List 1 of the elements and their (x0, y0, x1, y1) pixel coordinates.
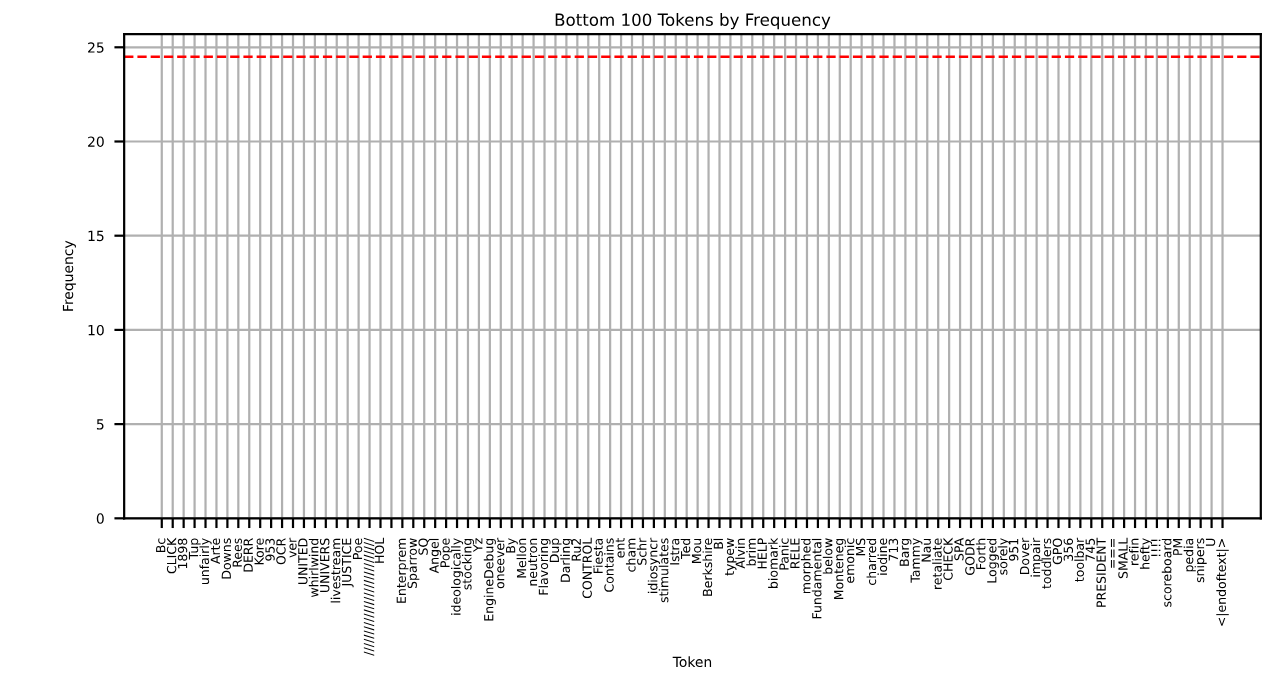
chart-title: Bottom 100 Tokens by Frequency (555, 13, 831, 30)
